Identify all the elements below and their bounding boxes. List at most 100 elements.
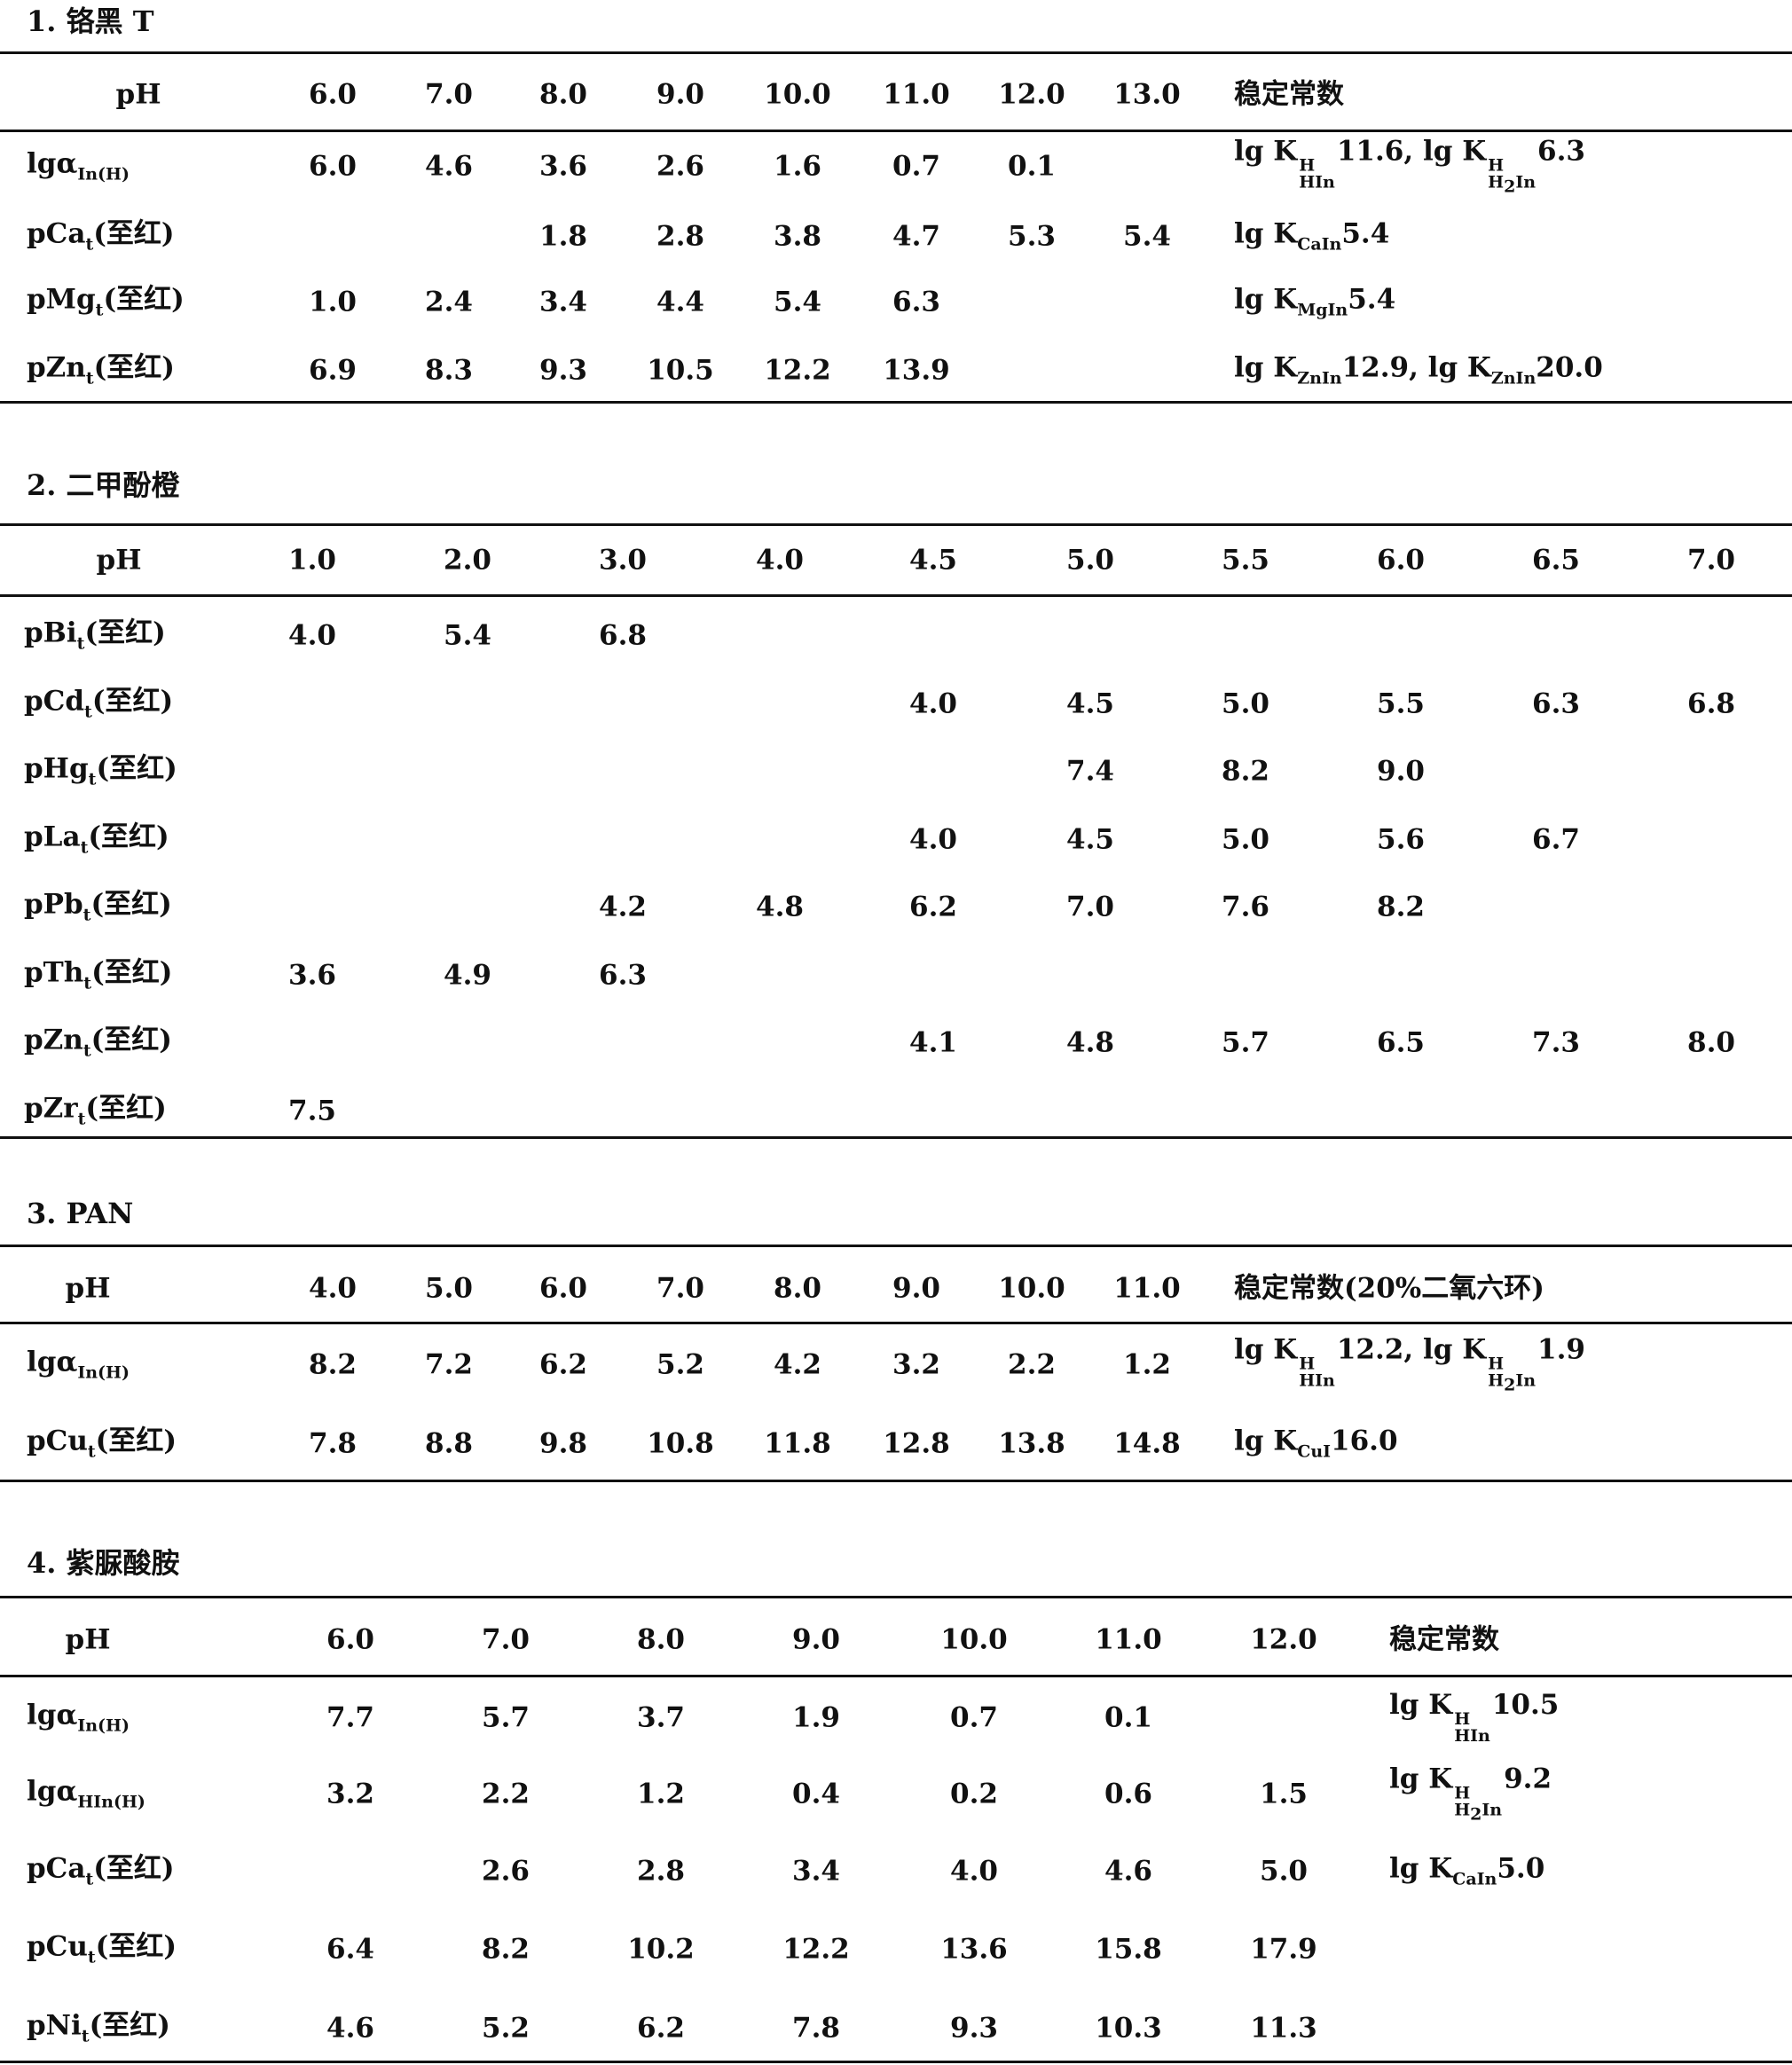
text: 6.3 [599,959,647,991]
text: 4.8 [1066,1026,1114,1059]
text: 10.2 [627,1933,695,1966]
rich-text: pHgt(至红) [24,752,177,788]
table-cell: 7.2 [425,1348,473,1381]
sup-sub: H H2In [1488,1355,1536,1395]
text: lgα [27,1775,78,1808]
table-cell: 6.3 [892,288,940,317]
text: 4.6 [425,150,473,183]
text: 5.0 [425,1272,473,1305]
table-rule [0,2061,1792,2063]
sup-sub: H HIn [1299,157,1335,192]
text: 3.8 [774,220,821,253]
table-cell: pCat(至红) [27,220,175,254]
text: 0.1 [1104,1701,1152,1734]
table-cell: lg KZnIn12.9, lg KZnIn20.0 [1234,351,1603,388]
text: ZnIn [1297,368,1342,389]
text: 4. 紫脲酸胺 [27,1546,180,1580]
text: 4.0 [950,1855,998,1888]
table-cell: 3.4 [792,1857,840,1886]
text: 1.9 [1537,1333,1585,1366]
table-cell: 9.0 [656,81,704,109]
table-cell: 4.5 [1066,690,1114,718]
table-cell: 7.0 [656,1275,704,1303]
text: pNi [27,2009,82,2042]
table-cell: 3.0 [599,544,647,577]
text: t [84,702,92,721]
text: (至红) [95,1930,177,1963]
subscript: t [88,1442,96,1462]
table-cell: 2.2 [482,1780,530,1809]
table-cell: 2.2 [1008,1351,1056,1379]
table-cell: 7.7 [326,1704,374,1732]
text: 4.2 [599,891,647,923]
rich-text: H2In [1488,174,1536,196]
text: t [87,1947,96,1967]
text: lg K [1234,351,1298,384]
table-cell: lgαIn(H) [27,1701,130,1735]
text: 11.0 [883,78,950,111]
text: 1.2 [637,1778,685,1810]
table-cell: pCut(至红) [27,1427,177,1462]
text: 3.6 [288,959,336,991]
sup-sub: H HIn [1299,1355,1335,1390]
table-cell: 3.2 [892,1351,940,1379]
section-title: 2. 二甲酚橙 [27,463,180,504]
table-cell: 5.3 [1008,223,1056,251]
rich-text: lg KZnIn12.9, lg KZnIn20.0 [1234,351,1603,387]
text: (至红) [103,283,185,316]
text: 12.0 [1250,1623,1317,1656]
rich-text: pMgt(至红) [27,283,185,318]
table-cell: 4.6 [326,2014,374,2043]
table-rule [0,1136,1792,1139]
text: 1.5 [1260,1778,1308,1810]
subscript: t [82,2027,90,2046]
text: 7.2 [425,1348,473,1381]
table-cell: 1.2 [637,1778,685,1810]
text: CuI [1297,1441,1332,1462]
text: 1.8 [539,220,587,253]
text: H [1488,1370,1505,1391]
table-cell: lg KCaIn5.4 [1234,217,1390,255]
table-cell: 5.7 [482,1704,530,1732]
text: CaIn [1452,1869,1497,1889]
table-cell: 2.8 [637,1857,685,1886]
text: 5.4 [1341,217,1390,250]
table-cell: 9.0 [1377,758,1425,786]
text: lg K [1389,1689,1453,1721]
text: pH [65,1272,111,1305]
text: pBi [24,616,77,649]
text: t [81,2026,90,2046]
text: 4.5 [1066,823,1114,855]
table-cell: 7.0 [1066,893,1114,922]
subscript: CaIn [1297,235,1341,255]
text: 1.0 [309,286,357,318]
text: t [88,769,97,789]
text: 3.4 [539,286,587,318]
text: 8.0 [774,1272,821,1305]
text: pHg [24,752,89,785]
text: 11.8 [764,1427,831,1460]
text: lg K [1389,1852,1453,1885]
text: MgIn [1297,300,1348,320]
table-cell: pNit(至红) [27,2009,170,2046]
table-rule [0,1244,1792,1247]
subscript: t [88,1948,96,1967]
text: 3.0 [599,544,647,577]
table-cell: pPbt(至红) [24,891,172,924]
table-cell: 6.2 [637,2014,685,2043]
table-cell: 4.1 [909,1029,957,1057]
text: 10.5 [1491,1689,1560,1721]
table-cell: 6.7 [1532,826,1580,853]
subscript: CuI [1297,1442,1331,1462]
text: pCu [27,1930,88,1963]
table-cell: pH [66,1626,111,1654]
subscript: t [96,301,104,320]
text: 9.3 [539,354,587,387]
rich-text: lgαHIn(H) [27,1775,145,1810]
text: 6.0 [326,1623,374,1656]
text: 7.8 [309,1427,357,1460]
subscript: 2 [1504,1376,1515,1395]
table-cell: 13.0 [1113,81,1181,109]
subscript: ZnIn [1491,369,1536,389]
table-cell: 12.2 [782,1935,850,1964]
